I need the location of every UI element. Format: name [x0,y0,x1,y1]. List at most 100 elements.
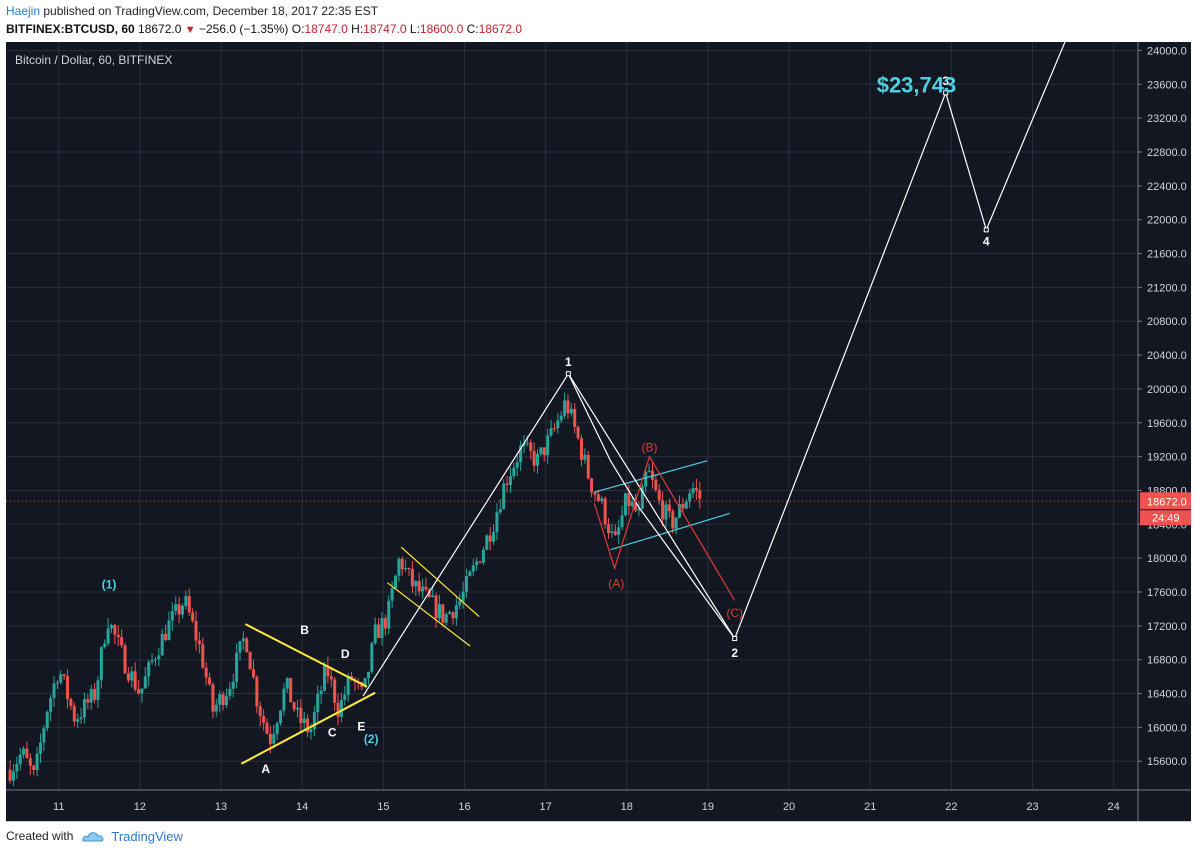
candle [137,680,141,695]
chart-svg[interactable]: 15600.0 16000.0 16400.0 16800.0 17200.0 17600… [6,42,1191,821]
y-tick-label: 24000.0 [1147,45,1187,57]
candle-body [569,408,573,414]
candle-body [32,765,36,770]
author-link[interactable]: Haejin [6,4,41,18]
x-tick-label: 11 [53,801,64,813]
candle [96,676,100,708]
candle-body [18,754,22,765]
candle-body [610,531,614,534]
candle [113,623,117,645]
candle [52,675,56,707]
candle [55,679,59,690]
candle [143,667,147,689]
candle-body [654,479,658,490]
candle [248,651,252,670]
candle-body [350,675,354,680]
impulse-wave-path [362,42,1066,697]
candle-body [640,486,644,509]
chart-area[interactable]: 15600.0 16000.0 16400.0 16800.0 17200.0 17600… [6,42,1191,822]
candle-body [536,453,540,466]
candle-body [421,586,425,592]
candle [265,718,269,735]
candle-body [620,515,624,528]
candle-body [248,652,252,670]
wave-pivot-marker [565,371,571,377]
candle [323,662,327,692]
candle-body [586,454,590,479]
candle-body [214,704,218,712]
candle [319,685,323,704]
candle [177,596,181,624]
footer: Created with TradingView [6,826,183,846]
candle-body [93,688,97,700]
candle [451,611,455,625]
candle [481,546,485,565]
candle-body [556,420,560,429]
tradingview-logo-icon[interactable] [81,829,105,843]
y-tick-label: 18000.0 [1147,553,1187,565]
candle-body [661,500,665,520]
candle-body [387,600,391,629]
candle-body [201,644,205,668]
plot-layer: A B C D E 1 2 3 4 (A) (B) (C) (1) (2) $23,743 [8,42,1066,787]
low-value: 18600.0 [419,22,464,36]
candle-body [366,671,370,678]
candle-body [414,581,418,587]
candle-body [72,705,76,722]
candle [282,683,286,716]
candle [691,482,695,498]
candle [167,611,171,641]
candle [454,597,458,626]
candle-body [573,408,577,427]
candle [671,508,675,534]
candle [238,640,242,661]
candle-body [431,595,435,598]
candle [174,596,178,616]
x-tick-label: 15 [377,801,389,813]
candle [579,434,583,467]
candle [539,447,543,457]
candle [508,467,512,494]
candle-body [441,604,445,623]
candle-body [549,428,553,436]
candle [417,572,421,596]
candle [650,460,654,489]
candle [82,692,86,724]
candle-body [485,535,489,550]
candle [552,423,556,433]
created-with-text: Created with [6,829,74,843]
candle [377,618,381,639]
candle-body [82,699,86,718]
candle [272,724,276,749]
candle [627,484,631,516]
candle [556,412,560,434]
candle-body [691,488,695,494]
tradingview-brand-link[interactable]: TradingView [111,828,183,844]
candle-body [35,753,39,770]
y-tick-label: 23600.0 [1147,79,1187,91]
candle-body [292,702,296,710]
candle-body [495,512,499,532]
abc-wave-path [593,455,736,601]
candle [86,693,90,710]
candle [329,666,333,688]
y-tick-label: 17200.0 [1147,621,1187,633]
candle-body [22,748,26,755]
candle [664,501,668,528]
price-change: −256.0 (−1.35%) [199,22,289,36]
candle [380,612,384,646]
candle-body [302,718,306,724]
candle [15,756,19,780]
candle [471,558,475,576]
candle-body [394,575,398,589]
candle [45,710,49,732]
x-tick-label: 17 [540,801,552,813]
candle [593,491,597,502]
x-tick-label: 18 [621,801,633,813]
candle-body [265,722,269,734]
candle-body [306,718,310,733]
candle [42,724,46,752]
candle [336,693,340,725]
wave-pivot-marker [983,227,989,233]
candle [424,578,428,592]
